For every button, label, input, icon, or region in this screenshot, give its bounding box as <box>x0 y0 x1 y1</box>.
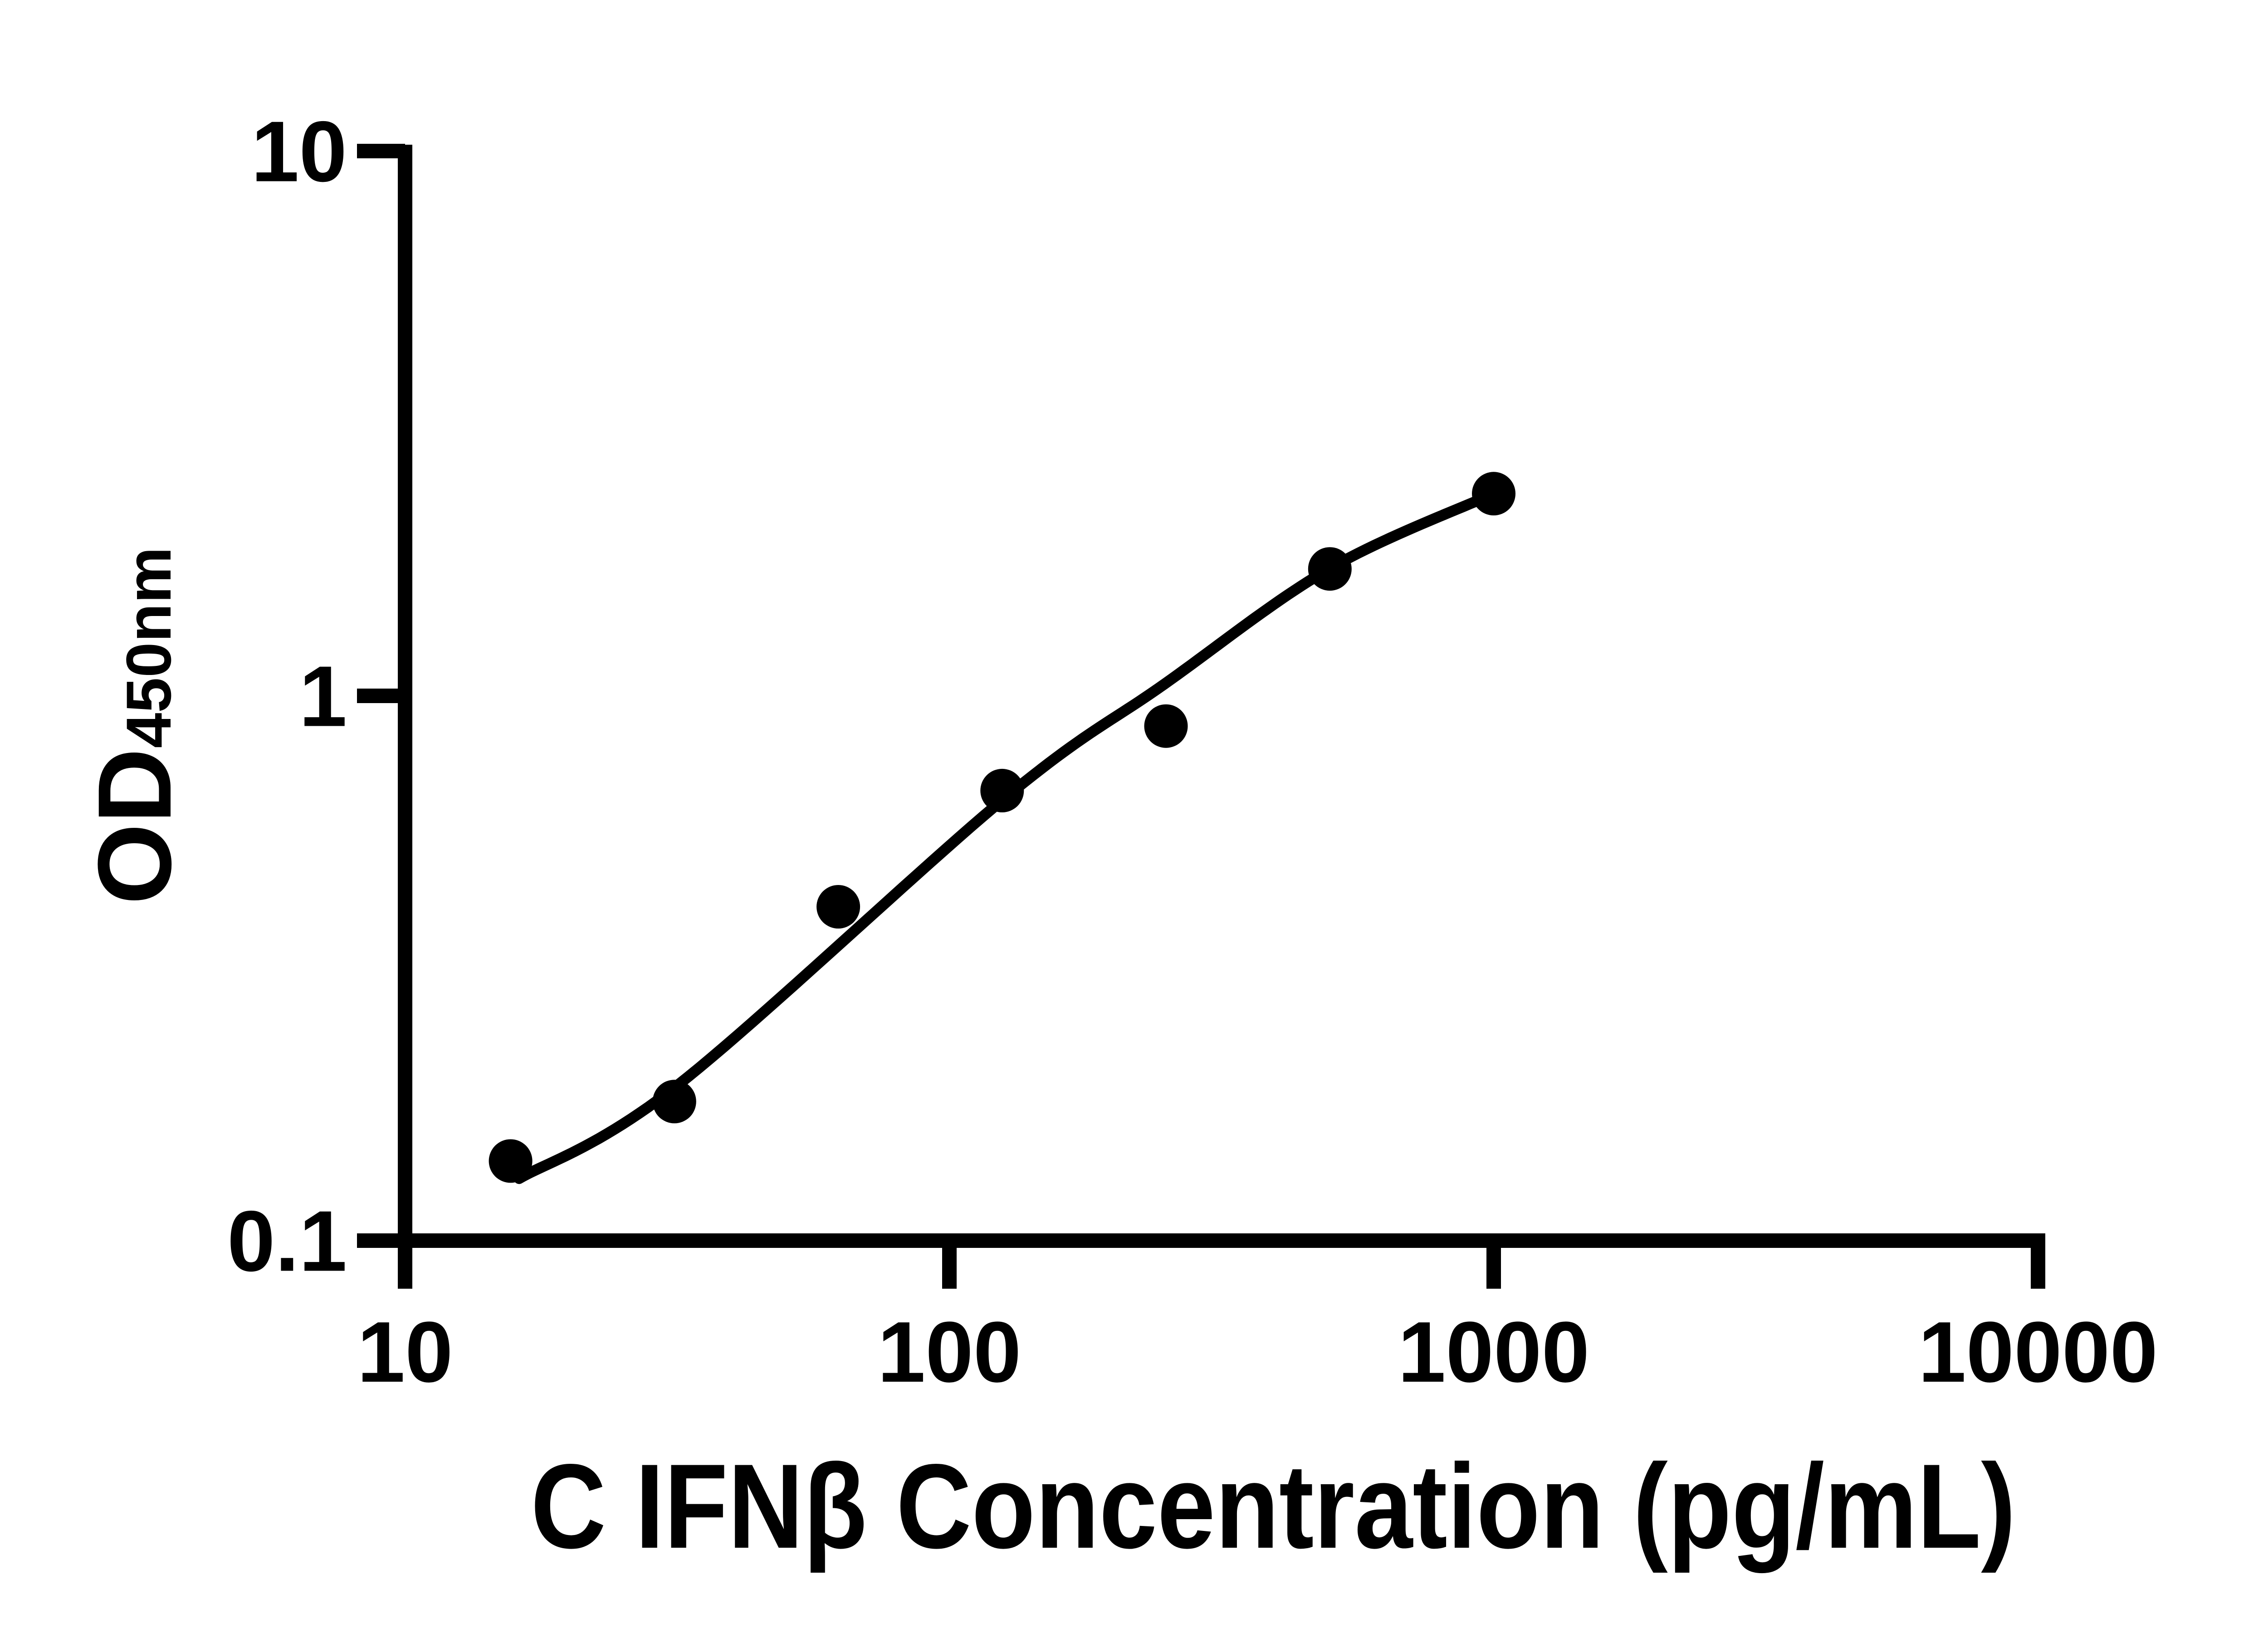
x-tick-label-10000: 10000 <box>1918 1304 2158 1400</box>
data-point-15.625 <box>489 1139 533 1183</box>
data-point-62.5 <box>816 885 860 929</box>
x-tick-label-100: 100 <box>877 1304 1021 1400</box>
data-point-500 <box>1308 547 1352 591</box>
y-tick-label-0.1: 0.1 <box>227 1193 347 1290</box>
y-tick-label-10: 10 <box>251 104 347 200</box>
data-point-1000 <box>1472 472 1515 516</box>
y-axis-title: OD450nm <box>76 547 193 905</box>
y-axis-title-sub: 450nm <box>113 547 184 748</box>
x-axis-title: C IFNβ Concentration (pg/mL) <box>531 1439 2016 1574</box>
x-tick-label-10: 10 <box>357 1304 453 1400</box>
data-point-31.25 <box>652 1080 696 1124</box>
data-point-250 <box>1144 704 1188 748</box>
fit-curve <box>513 488 1499 1184</box>
data-point-125 <box>980 768 1024 812</box>
y-axis-title-main: OD <box>76 748 193 905</box>
x-tick-label-1000: 1000 <box>1398 1304 1590 1400</box>
y-tick-label-1: 1 <box>299 649 347 745</box>
